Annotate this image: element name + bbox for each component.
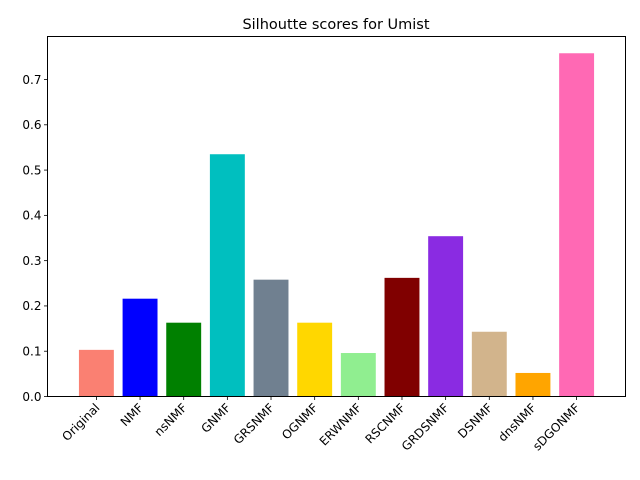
x-tick-label-original: Original <box>59 401 102 444</box>
bar-rscnmf <box>384 277 420 397</box>
bar-sdgonmf <box>559 53 595 397</box>
x-tick-label-grsnmf: GRSNMF <box>231 401 277 447</box>
y-tick-label: 0.3 <box>22 254 41 268</box>
y-tick-label: 0.6 <box>22 118 41 132</box>
x-tick-label-nmf: NMF <box>118 401 147 430</box>
bar-dsnmf <box>471 331 507 397</box>
bar-erwnmf <box>340 353 376 397</box>
x-tick-label-dsnmf: DSNMF <box>455 401 495 441</box>
x-tick-label-grdsnmf: GRDSNMF <box>399 401 452 454</box>
chart-title: Silhoutte scores for Umist <box>242 17 429 33</box>
y-tick-label: 0.2 <box>22 299 41 313</box>
x-tick-label-ognmf: OGNMF <box>279 401 321 443</box>
bar-gnmf <box>209 154 245 397</box>
y-tick-label: 0.7 <box>22 73 41 87</box>
y-tick-label: 0.1 <box>22 345 41 359</box>
y-axis: 0.0 0.1 0.2 0.3 0.4 0.5 0.6 0.7 <box>22 73 48 404</box>
bar-dnsnmf <box>515 372 551 397</box>
y-tick-label: 0.5 <box>22 163 41 177</box>
y-tick-label: 0.0 <box>22 390 41 404</box>
bar-nmf <box>122 298 158 397</box>
bars-group <box>78 53 595 397</box>
y-tick-label: 0.4 <box>22 209 41 223</box>
plot-frame <box>47 36 626 397</box>
bar-nsnmf <box>166 322 202 397</box>
x-tick-label-nsnmf: nsNMF <box>152 401 190 439</box>
x-tick-label-dnsnmf: dnsNMF <box>495 401 539 445</box>
bar-grsnmf <box>253 279 289 397</box>
bar-ognmf <box>297 322 333 397</box>
x-tick-label-gnmf: GNMF <box>198 401 233 436</box>
x-tick-label-rscnmf: RSCNMF <box>362 401 408 447</box>
x-tick-label-erwnmf: ERWNMF <box>317 401 365 449</box>
x-tick-label-sdgonmf: sDGONMF <box>530 401 583 454</box>
bar-original <box>78 349 114 397</box>
bar-grdsnmf <box>428 236 464 397</box>
